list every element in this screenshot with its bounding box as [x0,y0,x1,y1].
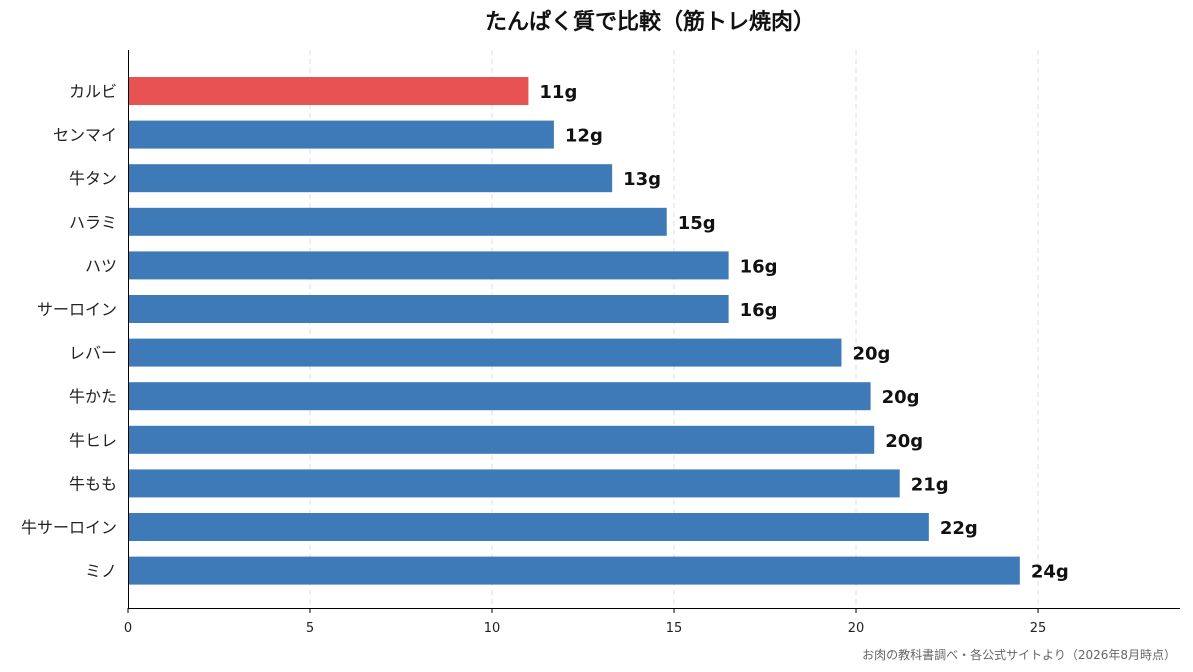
bar [129,295,729,323]
x-tick-label: 0 [124,621,132,636]
category-label: カルビ [69,82,117,101]
value-label: 12g [565,126,603,147]
source-note: お肉の教科書調べ・各公式サイトより（2026年8月時点） [862,647,1176,662]
x-tick-label: 25 [1030,621,1047,636]
value-label: 16g [740,300,778,321]
x-tick-label: 20 [848,621,865,636]
value-label: 22g [940,518,978,539]
category-label: 牛かた [69,387,117,406]
bar [129,338,842,367]
bar [129,251,729,280]
axes [128,50,1180,609]
bar [129,382,871,411]
value-label: 11g [539,82,577,103]
category-label: センマイ [53,126,117,145]
bar [129,425,875,454]
value-label: 20g [852,344,890,365]
category-label: 牛ヒレ [69,431,117,450]
category-label: サーロイン [37,300,117,319]
category-label: ミノ [85,562,117,581]
bar [129,469,900,498]
bar [129,77,529,105]
value-labels: 11g 12g 13g 15g 16g 16g 20g 20g 20g 21g 22g 24g [539,82,1068,583]
chart-title: たんぱく質で比較（筋トレ焼肉） [485,9,815,35]
value-label: 13g [623,169,661,190]
bar [129,120,554,149]
x-ticks: 0 5 10 15 20 25 [124,608,1046,636]
x-tick-label: 10 [484,621,501,636]
x-tick-label: 5 [306,621,314,636]
category-label: 牛タン [69,169,117,188]
value-label: 20g [882,387,920,408]
value-label: 20g [885,431,923,452]
value-label: 24g [1031,562,1069,583]
value-label: 21g [911,474,949,495]
x-tick-label: 15 [666,621,683,636]
value-label: 15g [678,213,716,234]
category-label: ハラミ [69,213,117,232]
category-label: 牛もも [69,474,117,493]
category-label: ハツ [85,256,117,275]
bar [129,207,667,236]
bars [129,77,1020,585]
bar [129,556,1020,585]
bar [129,513,929,541]
bar [129,164,613,193]
category-label: 牛サーロイン [21,518,117,537]
value-label: 16g [740,256,778,277]
category-label: レバー [69,344,117,363]
